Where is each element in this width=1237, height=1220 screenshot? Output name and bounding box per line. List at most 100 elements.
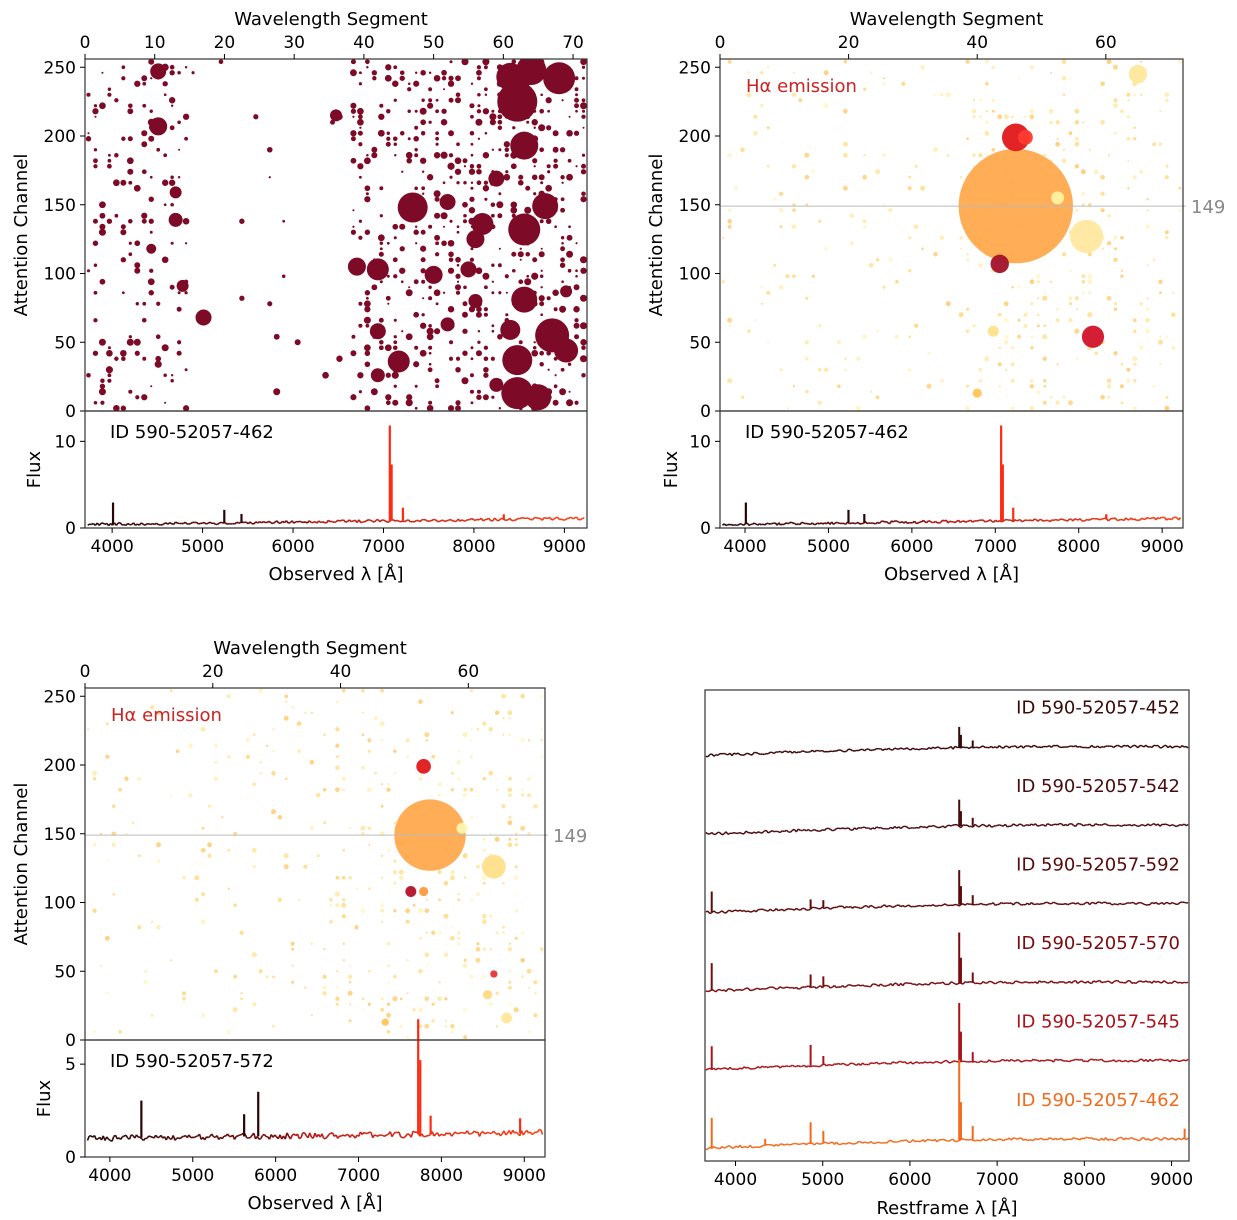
scatter-dot-small bbox=[163, 373, 167, 377]
spectrum-segment bbox=[1129, 824, 1133, 827]
spectrum-segment bbox=[874, 747, 878, 751]
scatter-dot-small bbox=[149, 175, 153, 179]
top-x-tick-label: 20 bbox=[214, 33, 236, 53]
spectrum-segment bbox=[1169, 1137, 1173, 1140]
scatter-dot-small bbox=[352, 115, 355, 118]
scatter-dot-small bbox=[371, 152, 378, 159]
scatter-dot-small bbox=[284, 694, 289, 699]
scatter-dot-small bbox=[433, 289, 441, 297]
scatter-dot-small bbox=[1088, 203, 1092, 207]
scatter-dot-small bbox=[380, 908, 384, 913]
scatter-dot-small bbox=[1069, 269, 1072, 272]
scatter-dot-small bbox=[581, 109, 586, 113]
spectrum-segment bbox=[1015, 824, 1018, 827]
spectrum-segment bbox=[988, 824, 992, 828]
scatter-dot-small bbox=[114, 98, 119, 103]
spectrum-segment bbox=[924, 983, 928, 986]
spectrum-segment bbox=[1134, 518, 1137, 521]
scatter-point bbox=[525, 384, 552, 411]
scatter-dot-small bbox=[475, 946, 481, 952]
scatter-dot-small bbox=[1158, 279, 1163, 284]
spectrum-segment bbox=[946, 747, 950, 750]
scatter-dot-small bbox=[134, 262, 141, 269]
spectrum-segment bbox=[753, 909, 757, 913]
scatter-dot-small bbox=[792, 208, 796, 212]
scatter-dot-small bbox=[908, 335, 912, 339]
scatter-dot-small bbox=[341, 776, 346, 781]
spectrum-segment bbox=[769, 908, 773, 912]
spectrum-segment bbox=[95, 1138, 99, 1141]
spectrum-segment bbox=[771, 1144, 775, 1147]
spectrum-segment bbox=[1178, 517, 1182, 521]
scatter-dot-small bbox=[399, 223, 406, 230]
spectrum-segment bbox=[777, 1143, 781, 1147]
spectrum-segment bbox=[312, 520, 316, 524]
scatter-dot-small bbox=[1003, 301, 1009, 307]
scatter-dot-small bbox=[392, 870, 397, 875]
spectrum-segment bbox=[932, 824, 936, 827]
spectrum-segment bbox=[263, 520, 266, 524]
scatter-dot-small bbox=[386, 1030, 391, 1034]
spectrum-segment bbox=[1050, 744, 1055, 748]
y-tick-label: 200 bbox=[44, 127, 76, 147]
scatter-point bbox=[397, 192, 428, 223]
scatter-dot-small bbox=[457, 777, 461, 781]
scatter-dot-small bbox=[1018, 77, 1020, 80]
scatter-dot-small bbox=[120, 349, 127, 357]
spectrum-segment bbox=[831, 984, 835, 988]
spectrum-segment bbox=[954, 745, 958, 749]
scatter-dot-small bbox=[412, 903, 416, 907]
spectrum-segment bbox=[1183, 1059, 1187, 1062]
spectrum-segment bbox=[788, 831, 791, 834]
spectrum-segment bbox=[906, 904, 910, 907]
scatter-dot-small bbox=[149, 109, 153, 113]
spectrum-segment bbox=[817, 522, 820, 525]
spectrum-segment bbox=[898, 826, 902, 830]
spectrum-segment bbox=[935, 520, 938, 524]
spectrum-segment bbox=[1131, 1136, 1135, 1140]
scatter-dot-small bbox=[475, 864, 480, 869]
scatter-dot-small bbox=[760, 302, 763, 305]
spectrum-segment bbox=[155, 522, 159, 526]
spectrum-segment bbox=[318, 520, 322, 524]
scatter-dot-small bbox=[442, 291, 446, 294]
scatter-dot-small bbox=[531, 349, 539, 357]
scatter-dot-small bbox=[1132, 175, 1137, 180]
scatter-dot-small bbox=[350, 229, 357, 235]
scatter-point bbox=[195, 309, 212, 326]
spectrum-segment bbox=[914, 1140, 918, 1143]
scatter-dot-small bbox=[342, 959, 345, 962]
spectrum-segment bbox=[846, 1141, 849, 1145]
scatter-dot-small bbox=[399, 1024, 403, 1028]
spectrum-segment bbox=[946, 824, 950, 827]
scatter-dot-small bbox=[170, 175, 174, 180]
spectrum-segment bbox=[960, 746, 964, 749]
scatter-dot-small bbox=[354, 925, 359, 930]
spectrum-segment bbox=[515, 518, 518, 521]
scatter-point bbox=[511, 286, 538, 313]
scatter-dot-small bbox=[144, 969, 148, 973]
spectrum-segment bbox=[992, 824, 996, 828]
x-tick-label: 7000 bbox=[337, 1166, 380, 1186]
spectrum-segment bbox=[1065, 823, 1068, 827]
scatter-dot-small bbox=[482, 881, 486, 885]
spectrum-segment bbox=[321, 1133, 325, 1139]
spectrum-segment bbox=[299, 520, 302, 523]
scatter-point bbox=[508, 213, 541, 246]
spectrum-segment bbox=[529, 1131, 533, 1135]
spectrum-segment bbox=[757, 752, 761, 756]
scatter-dot-small bbox=[335, 1002, 339, 1006]
scatter-dot-small bbox=[1146, 209, 1149, 212]
spectrum-segment bbox=[888, 826, 892, 830]
spectrum-segment bbox=[1149, 824, 1153, 827]
scatter-dot-small bbox=[435, 142, 439, 146]
scatter-dot-small bbox=[817, 323, 822, 328]
spectrum-segment bbox=[956, 982, 960, 986]
scatter-dot-small bbox=[469, 815, 474, 820]
spectrum-segment bbox=[535, 1131, 538, 1134]
spectrum-segment bbox=[1089, 902, 1093, 906]
scatter-dot-small bbox=[843, 60, 848, 64]
spectrum-segment bbox=[204, 1136, 208, 1141]
scatter-dot-small bbox=[1074, 164, 1079, 169]
scatter-dot-small bbox=[128, 218, 133, 224]
